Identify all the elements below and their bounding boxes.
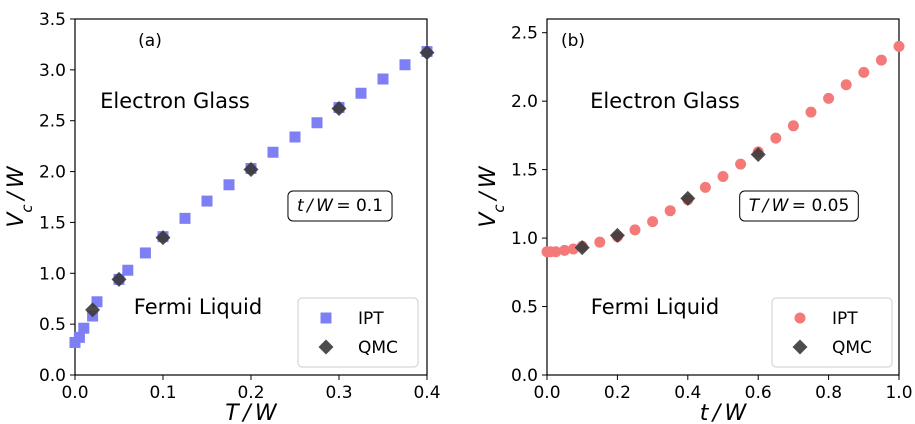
y-axis-label: Vc / W bbox=[476, 165, 508, 228]
data-point-ipt bbox=[311, 117, 323, 129]
legend: IPT QMC bbox=[771, 297, 893, 368]
legend-marker-qmc bbox=[318, 339, 334, 355]
data-point-ipt bbox=[550, 246, 562, 258]
region-label-electron-glass: Electron Glass bbox=[100, 89, 250, 113]
data-point-qmc bbox=[419, 45, 435, 61]
panel-label: (b) bbox=[561, 31, 585, 51]
x-tick-label: 0.0 bbox=[61, 383, 88, 403]
annotation-text: T / W = 0.05 bbox=[749, 196, 850, 216]
data-point-ipt bbox=[78, 322, 90, 334]
data-point-qmc bbox=[680, 190, 696, 206]
data-point-qmc bbox=[243, 162, 259, 178]
y-tick-label: 3.5 bbox=[39, 10, 66, 30]
series-ipt bbox=[541, 40, 905, 258]
data-point-ipt bbox=[201, 195, 213, 207]
legend-label-qmc: QMC bbox=[358, 338, 398, 358]
x-tick-label: 1.0 bbox=[885, 383, 912, 403]
y-tick-label: 0.5 bbox=[39, 315, 66, 335]
data-point-ipt bbox=[805, 106, 817, 118]
region-label-fermi-liquid: Fermi Liquid bbox=[591, 295, 719, 319]
data-point-ipt bbox=[399, 59, 411, 71]
y-tick-label: 1.0 bbox=[39, 264, 66, 284]
y-tick-label: 2.0 bbox=[39, 163, 66, 183]
series-qmc bbox=[574, 147, 766, 256]
data-point-qmc bbox=[574, 240, 590, 256]
data-point-ipt bbox=[875, 54, 887, 66]
data-point-ipt bbox=[893, 40, 905, 52]
data-point-qmc bbox=[331, 101, 347, 117]
annotation-box bbox=[739, 190, 859, 222]
data-point-ipt bbox=[770, 132, 782, 144]
y-tick-label: 1.5 bbox=[511, 161, 538, 181]
data-point-ipt bbox=[267, 146, 279, 158]
x-tick-label: 0.8 bbox=[815, 383, 842, 403]
panel-b: 0.0 0.2 0.4 0.6 0.8 1.0 0.0 0.5 1.0 1.5 2.0 2.5 t / … bbox=[476, 18, 913, 424]
data-point-ipt bbox=[840, 79, 852, 91]
data-point-ipt bbox=[91, 296, 103, 308]
data-point-ipt bbox=[787, 120, 799, 132]
x-tick-label: 0.3 bbox=[325, 383, 352, 403]
y-tick-label: 2.5 bbox=[511, 24, 538, 44]
annotation-text: t / W = 0.1 bbox=[297, 196, 383, 216]
y-tick-label: 2.5 bbox=[39, 112, 66, 132]
region-label-electron-glass: Electron Glass bbox=[590, 89, 740, 113]
x-tick-label: 0.1 bbox=[149, 383, 176, 403]
x-tick-label: 0.0 bbox=[533, 383, 560, 403]
data-point-ipt bbox=[699, 181, 711, 193]
legend-label-ipt: IPT bbox=[358, 309, 384, 329]
data-point-ipt bbox=[735, 158, 747, 170]
y-tick-label: 3.0 bbox=[39, 61, 66, 81]
data-point-ipt bbox=[289, 131, 301, 143]
region-label-fermi-liquid: Fermi Liquid bbox=[134, 295, 262, 319]
legend-marker-ipt bbox=[794, 312, 806, 324]
x-axis-label: t / W bbox=[700, 401, 748, 424]
data-point-ipt bbox=[139, 247, 151, 259]
legend-label-qmc: QMC bbox=[832, 338, 872, 358]
data-point-ipt bbox=[647, 216, 659, 228]
data-point-qmc bbox=[155, 230, 171, 246]
data-point-ipt bbox=[559, 244, 571, 256]
data-point-ipt bbox=[823, 92, 835, 104]
legend-marker-ipt bbox=[320, 312, 332, 324]
y-tick-label: 0.5 bbox=[511, 298, 538, 318]
x-axis-label: T / W bbox=[225, 401, 278, 424]
y-tick-label: 1.0 bbox=[511, 229, 538, 249]
data-point-ipt bbox=[73, 331, 85, 343]
panel-label: (a) bbox=[138, 31, 162, 51]
x-tick-label: 0.4 bbox=[413, 383, 440, 403]
data-point-ipt bbox=[223, 179, 235, 191]
x-tick-label: 0.2 bbox=[604, 383, 631, 403]
y-tick-label: 0.0 bbox=[39, 366, 66, 386]
data-point-ipt bbox=[594, 236, 606, 248]
data-point-ipt bbox=[858, 66, 870, 78]
y-axis-label: Vc / W bbox=[4, 165, 36, 228]
data-point-qmc bbox=[85, 302, 101, 318]
data-point-qmc bbox=[609, 227, 625, 243]
panel-a: 0.0 0.1 0.2 0.3 0.4 0.0 0.5 1.0 1.5 2.0 2.5 3.0 3.5 T… bbox=[4, 10, 441, 424]
annotation-box bbox=[287, 190, 393, 222]
data-point-qmc bbox=[111, 271, 127, 287]
x-tick-label: 0.2 bbox=[237, 383, 264, 403]
series-qmc bbox=[85, 45, 435, 318]
data-point-qmc bbox=[750, 147, 766, 163]
x-tick-label: 0.4 bbox=[674, 383, 701, 403]
data-point-ipt bbox=[717, 170, 729, 182]
data-point-ipt bbox=[179, 212, 191, 224]
x-tick-label: 0.6 bbox=[745, 383, 772, 403]
data-point-ipt bbox=[355, 87, 367, 99]
data-point-ipt bbox=[377, 73, 389, 85]
legend-marker-qmc bbox=[792, 339, 808, 355]
parameter-annotation: t / W = 0.1 bbox=[287, 190, 393, 222]
plot-frame bbox=[546, 18, 900, 376]
legend-label-ipt: IPT bbox=[832, 309, 858, 329]
y-tick-label: 2.0 bbox=[511, 92, 538, 112]
data-point-ipt bbox=[629, 224, 641, 236]
legend: IPT QMC bbox=[297, 297, 419, 368]
data-point-ipt bbox=[664, 205, 676, 217]
parameter-annotation: T / W = 0.05 bbox=[739, 190, 859, 222]
y-tick-label: 0.0 bbox=[511, 366, 538, 386]
data-point-ipt bbox=[122, 264, 134, 276]
y-tick-label: 1.5 bbox=[39, 213, 66, 233]
